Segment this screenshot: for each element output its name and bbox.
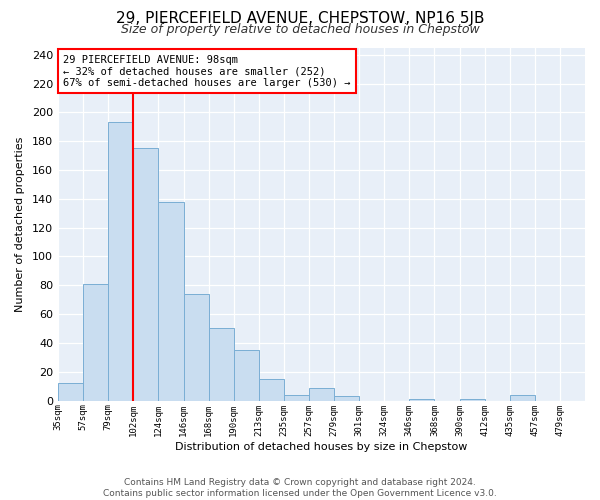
Bar bbox=[309, 388, 334, 400]
X-axis label: Distribution of detached houses by size in Chepstow: Distribution of detached houses by size … bbox=[175, 442, 468, 452]
Bar bbox=[510, 395, 535, 400]
Text: 29 PIERCEFIELD AVENUE: 98sqm
← 32% of detached houses are smaller (252)
67% of s: 29 PIERCEFIELD AVENUE: 98sqm ← 32% of de… bbox=[64, 54, 351, 88]
Bar bbox=[259, 379, 284, 400]
Text: Contains HM Land Registry data © Crown copyright and database right 2024.
Contai: Contains HM Land Registry data © Crown c… bbox=[103, 478, 497, 498]
Bar bbox=[133, 148, 158, 400]
Bar bbox=[108, 122, 133, 400]
Bar bbox=[158, 202, 184, 400]
Bar bbox=[460, 399, 485, 400]
Bar bbox=[284, 395, 309, 400]
Text: 29, PIERCEFIELD AVENUE, CHEPSTOW, NP16 5JB: 29, PIERCEFIELD AVENUE, CHEPSTOW, NP16 5… bbox=[116, 11, 484, 26]
Bar bbox=[58, 383, 83, 400]
Bar bbox=[409, 399, 434, 400]
Bar bbox=[234, 350, 259, 401]
Y-axis label: Number of detached properties: Number of detached properties bbox=[15, 136, 25, 312]
Bar bbox=[83, 284, 108, 401]
Bar bbox=[209, 328, 234, 400]
Text: Size of property relative to detached houses in Chepstow: Size of property relative to detached ho… bbox=[121, 22, 479, 36]
Bar bbox=[334, 396, 359, 400]
Bar bbox=[184, 294, 209, 401]
